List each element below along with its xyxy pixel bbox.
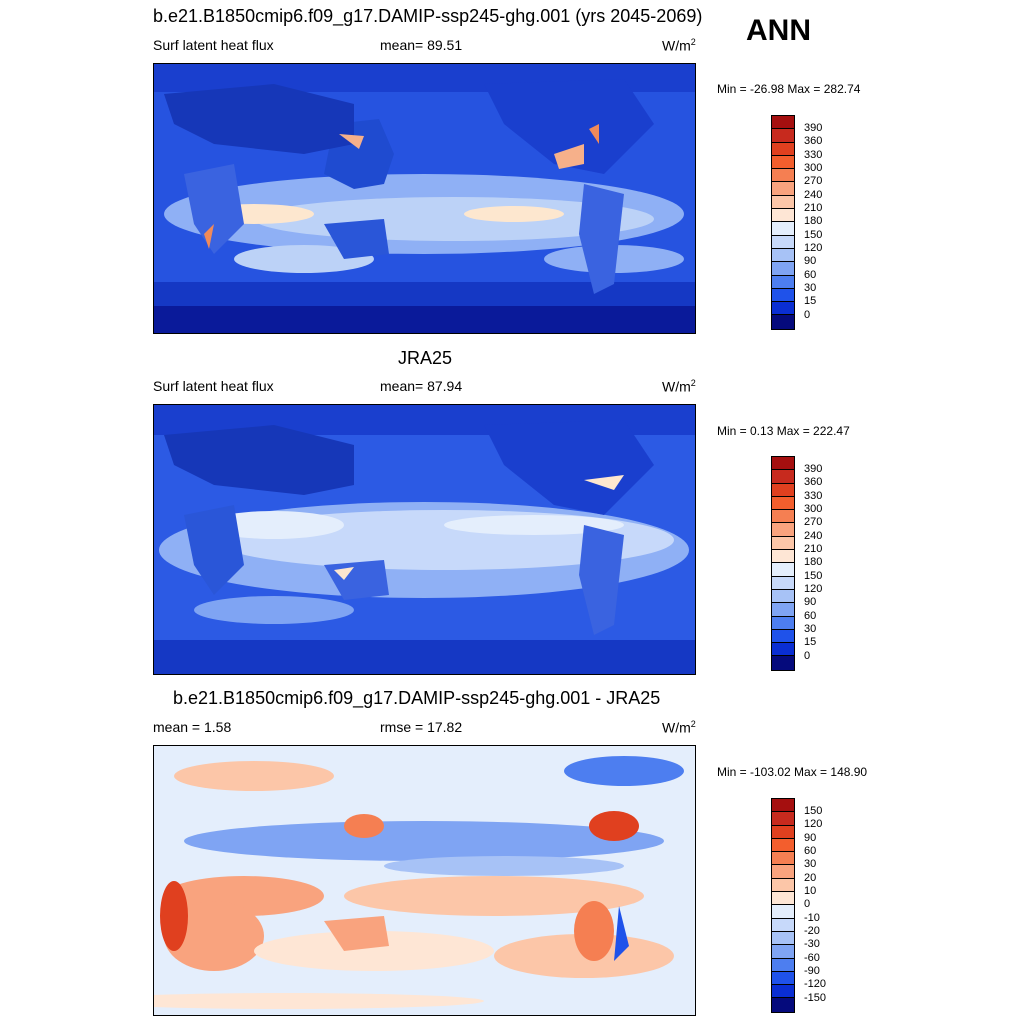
colorbar-tick-label: 120 <box>804 242 823 254</box>
colorbar-tick-label: 270 <box>804 516 823 528</box>
colorbar-tick-label: 90 <box>804 255 817 267</box>
panel2-map-field <box>154 405 695 674</box>
panel2-range: Min = 0.13 Max = 222.47 <box>717 424 850 438</box>
panel1-colorbar <box>771 115 795 330</box>
colorbar-tick-label: 60 <box>804 610 817 622</box>
season-label: ANN <box>746 14 811 47</box>
colorbar-tick-label: 0 <box>804 898 811 910</box>
panel2-colorbar <box>771 456 795 671</box>
colorbar-tick-label: -20 <box>804 925 820 937</box>
colorbar-tick-label: 390 <box>804 122 823 134</box>
colorbar-tick-label: -120 <box>804 978 827 990</box>
colorbar-tick-label: 390 <box>804 463 823 475</box>
colorbar-tick-label: 180 <box>804 556 823 568</box>
colorbar-tick-label: 10 <box>804 885 817 897</box>
colorbar-tick-label: -10 <box>804 912 820 924</box>
panel1-units: W/m2 <box>662 37 696 54</box>
panel1-range: Min = -26.98 Max = 282.74 <box>717 82 861 96</box>
panel2-title: JRA25 <box>398 348 453 368</box>
panel3-rmse: rmse = 17.82 <box>380 719 463 735</box>
colorbar-tick-label: 30 <box>804 282 817 294</box>
colorbar-tick-label: 60 <box>804 269 817 281</box>
colorbar-tick-label: 330 <box>804 490 823 502</box>
colorbar-tick-label: 90 <box>804 832 817 844</box>
colorbar-tick-label: 210 <box>804 543 823 555</box>
colorbar-tick-label: 330 <box>804 149 823 161</box>
colorbar-tick-label: 120 <box>804 818 823 830</box>
panel3-title: b.e21.B1850cmip6.f09_g17.DAMIP-ssp245-gh… <box>173 688 661 708</box>
colorbar-tick-label: 15 <box>804 295 817 307</box>
panel3-colorbar <box>771 798 795 1013</box>
colorbar-tick-label: 150 <box>804 570 823 582</box>
colorbar-tick-label: 300 <box>804 162 823 174</box>
colorbar-tick-label: 30 <box>804 858 817 870</box>
panel2-variable: Surf latent heat flux <box>153 378 274 394</box>
panel1-title: b.e21.B1850cmip6.f09_g17.DAMIP-ssp245-gh… <box>153 6 703 26</box>
panel1-map-field <box>154 64 695 333</box>
panel3-map <box>153 745 696 1016</box>
colorbar-tick-label: 300 <box>804 503 823 515</box>
panel1-map <box>153 63 696 334</box>
colorbar-tick-label: 15 <box>804 636 817 648</box>
colorbar-tick-label: 360 <box>804 135 823 147</box>
colorbar-tick-label: -30 <box>804 938 820 950</box>
colorbar-tick-label: 20 <box>804 872 817 884</box>
panel3-range: Min = -103.02 Max = 148.90 <box>717 765 868 779</box>
colorbar-tick-label: -150 <box>804 992 827 1004</box>
colorbar-tick-label: 150 <box>804 805 823 817</box>
colorbar-tick-label: 30 <box>804 623 817 635</box>
colorbar-tick-label: 180 <box>804 215 823 227</box>
colorbar-tick-label: 0 <box>804 650 811 662</box>
colorbar-tick-label: 240 <box>804 530 823 542</box>
colorbar-tick-label: 210 <box>804 202 823 214</box>
colorbar-tick-label: 0 <box>804 309 811 321</box>
panel2-map <box>153 404 696 675</box>
panel3-map-field <box>154 746 695 1015</box>
colorbar-tick-label: 90 <box>804 596 817 608</box>
colorbar-tick-label: 360 <box>804 476 823 488</box>
panel2-units: W/m2 <box>662 378 696 395</box>
colorbar-tick-label: 150 <box>804 229 823 241</box>
colorbar-tick-label: -90 <box>804 965 820 977</box>
panel1-variable: Surf latent heat flux <box>153 37 274 53</box>
panel3-units: W/m2 <box>662 719 696 736</box>
panel2-mean: mean= 87.94 <box>380 378 463 394</box>
colorbar-tick-label: -60 <box>804 952 820 964</box>
colorbar-tick-label: 60 <box>804 845 817 857</box>
colorbar-tick-label: 270 <box>804 175 823 187</box>
colorbar-tick-label: 120 <box>804 583 823 595</box>
colorbar-tick-label: 240 <box>804 189 823 201</box>
panel3-mean: mean = 1.58 <box>153 719 232 735</box>
panel1-mean: mean= 89.51 <box>380 37 463 53</box>
